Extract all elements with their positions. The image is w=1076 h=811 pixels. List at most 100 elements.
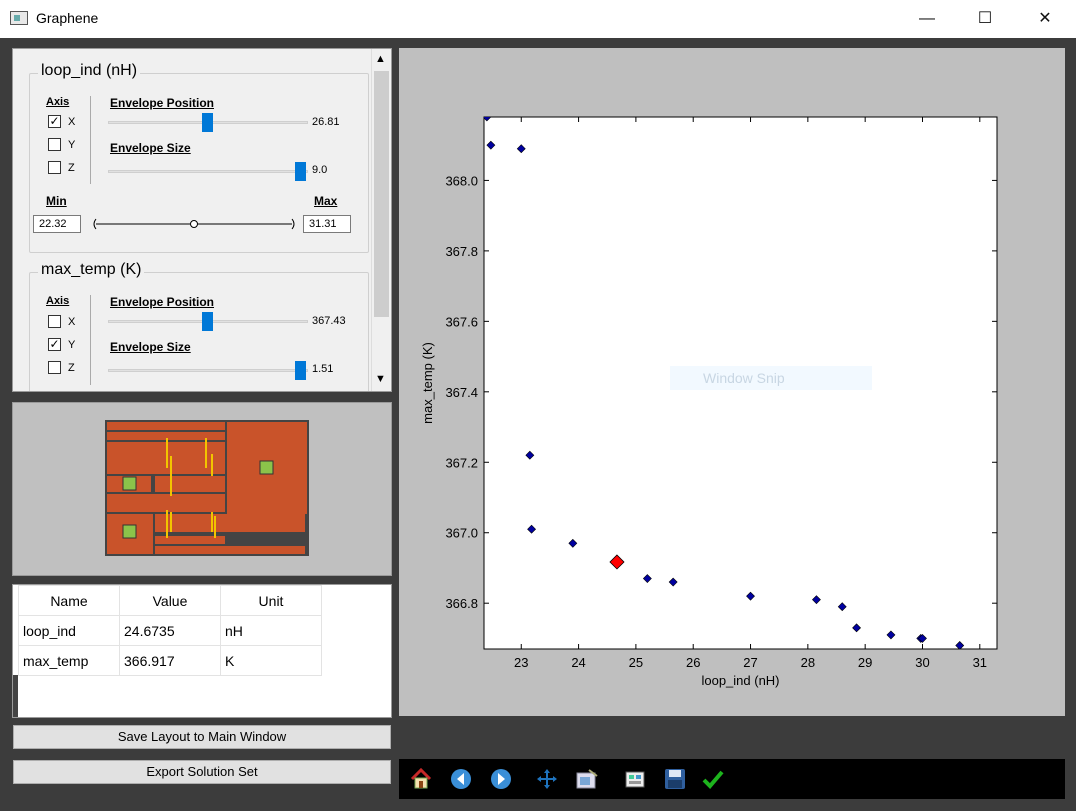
maximize-button[interactable]: ☐ [977, 10, 993, 27]
envelope-size-value: 1.51 [312, 363, 334, 375]
data-point[interactable] [852, 623, 861, 633]
max-label: Max [314, 194, 338, 208]
data-point[interactable] [525, 450, 535, 460]
data-point[interactable] [516, 144, 526, 154]
table-header-unit[interactable]: Unit [220, 585, 322, 616]
envelope-size-value: 9.0 [312, 164, 328, 176]
export-solution-button[interactable]: Export Solution Set [13, 760, 391, 784]
selected-point[interactable] [609, 554, 625, 570]
close-button[interactable]: ✕ [1038, 10, 1052, 27]
axis-x-label: X [68, 116, 76, 128]
data-point[interactable] [527, 524, 536, 534]
data-point[interactable] [746, 591, 755, 601]
envelope-size-slider[interactable] [295, 162, 306, 181]
axis-y-label: Y [68, 339, 76, 351]
title-bar: Graphene — ☐ ✕ [0, 0, 1076, 38]
axis-x-checkbox[interactable]: ✓ [48, 114, 61, 128]
x-tick-label: 24 [571, 655, 585, 670]
data-point[interactable] [668, 577, 678, 587]
y-tick-label: 367.8 [445, 244, 478, 259]
x-tick-label: 27 [743, 655, 757, 670]
layout-preview [105, 420, 309, 556]
axis-x-checkbox[interactable] [48, 315, 61, 328]
row-indicator [13, 675, 18, 717]
envelope-position-label: Envelope Position [110, 96, 215, 110]
max-input[interactable]: 31.31 [303, 215, 351, 233]
back-arrow-icon[interactable] [449, 767, 473, 791]
pan-icon[interactable] [535, 767, 559, 791]
scroll-down-icon[interactable]: ▼ [375, 373, 386, 385]
data-point[interactable] [837, 602, 847, 612]
variable-group-max-temp: max_temp (K) Axis X ✓ Y Z Envelope Posit… [29, 261, 369, 391]
axis-y-label: Y [68, 139, 76, 151]
axis-z-label: Z [68, 162, 75, 174]
x-tick-label: 25 [629, 655, 643, 670]
checkmark-icon[interactable] [701, 767, 725, 791]
home-icon[interactable] [409, 767, 433, 791]
forward-arrow-icon[interactable] [489, 767, 513, 791]
table-cell: nH [220, 615, 322, 646]
window-snip-overlay: Window Snip [670, 366, 872, 390]
scroll-thumb[interactable] [374, 71, 389, 317]
min-label: Min [46, 194, 67, 208]
edit-axes-icon[interactable] [623, 767, 647, 791]
table-row[interactable]: loop_ind 24.6735 nH [18, 615, 322, 646]
table-header-name[interactable]: Name [18, 585, 120, 616]
axis-z-checkbox[interactable] [48, 161, 61, 174]
divider [90, 295, 91, 385]
configure-subplots-icon[interactable] [575, 767, 599, 791]
minimize-button[interactable]: — [919, 10, 935, 27]
data-point[interactable] [483, 113, 492, 122]
save-icon[interactable] [663, 767, 687, 791]
range-slider[interactable] [90, 214, 298, 234]
solution-table-panel: Name Value Unit loop_ind 24.6735 nH max_… [12, 584, 392, 718]
y-axis-label: max_temp (K) [420, 342, 435, 424]
table-cell: 366.917 [119, 645, 221, 676]
envelope-size-track [108, 170, 308, 173]
y-tick-label: 368.0 [445, 173, 478, 188]
y-tick-label: 367.2 [445, 455, 478, 470]
data-point[interactable] [886, 630, 896, 640]
envelope-size-label: Envelope Size [110, 340, 191, 354]
x-axis-label: loop_ind (nH) [701, 673, 779, 688]
divider [90, 96, 91, 184]
axis-label: Axis [46, 295, 70, 307]
y-tick-label: 366.8 [445, 596, 478, 611]
data-point[interactable] [955, 641, 965, 649]
y-tick-label: 367.6 [445, 314, 478, 329]
window-title: Graphene [36, 10, 99, 26]
save-layout-button[interactable]: Save Layout to Main Window [13, 725, 391, 749]
solution-table: Name Value Unit loop_ind 24.6735 nH max_… [18, 585, 322, 676]
table-cell: K [220, 645, 322, 676]
x-tick-label: 26 [686, 655, 700, 670]
axis-y-checkbox[interactable] [48, 138, 61, 151]
app-icon [10, 11, 28, 25]
data-point[interactable] [568, 538, 578, 548]
x-tick-label: 30 [915, 655, 929, 670]
data-point[interactable] [918, 634, 927, 643]
table-row[interactable]: max_temp 366.917 K [18, 645, 322, 676]
envelope-position-slider[interactable] [202, 312, 213, 331]
plot-toolbar [399, 759, 1065, 799]
y-tick-label: 367.0 [445, 526, 478, 541]
envelope-position-slider[interactable] [202, 113, 213, 132]
axis-y-checkbox[interactable]: ✓ [48, 337, 61, 351]
scroll-up-icon[interactable]: ▲ [375, 53, 386, 65]
data-point[interactable] [812, 595, 821, 605]
table-header-value[interactable]: Value [119, 585, 221, 616]
envelope-size-slider[interactable] [295, 361, 306, 380]
x-tick-label: 23 [514, 655, 528, 670]
envelope-size-label: Envelope Size [110, 141, 191, 155]
envelope-position-value: 26.81 [312, 116, 340, 128]
axis-z-checkbox[interactable] [48, 361, 61, 374]
envelope-position-value: 367.43 [312, 315, 346, 327]
data-point[interactable] [642, 574, 652, 583]
data-point[interactable] [486, 140, 496, 150]
envelope-position-label: Envelope Position [110, 295, 215, 309]
x-tick-label: 28 [801, 655, 815, 670]
vertical-scrollbar[interactable]: ▲ ▼ [371, 49, 391, 391]
y-tick-label: 367.4 [445, 385, 478, 400]
variables-panel: loop_ind (nH) Axis ✓ X Y Z Envelope Posi… [12, 48, 392, 392]
variable-group-loop-ind: loop_ind (nH) Axis ✓ X Y Z Envelope Posi… [29, 62, 369, 253]
min-input[interactable]: 22.32 [33, 215, 81, 233]
